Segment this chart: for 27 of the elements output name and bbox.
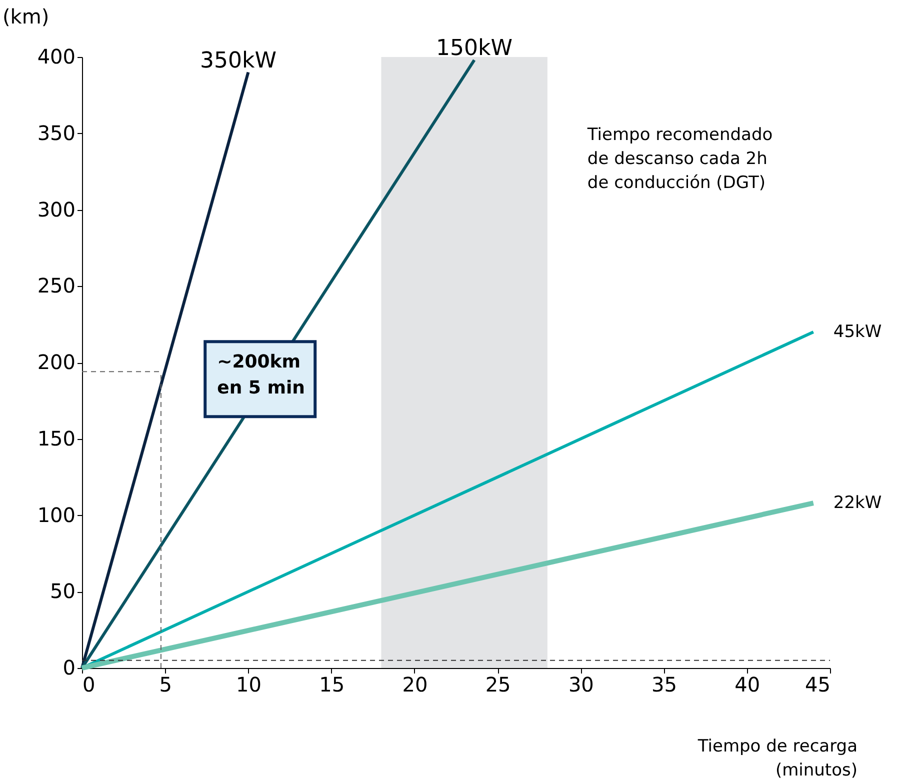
annotation: ~200km en 5 min [217, 352, 305, 399]
series-label: 150kW [436, 36, 513, 62]
x-tick-label: 10 [236, 672, 262, 696]
x-tick-label: 15 [319, 672, 345, 696]
x-tick-label: 30 [568, 672, 594, 696]
x-tick-label: 40 [734, 672, 760, 696]
y-tick-label: 250 [37, 274, 76, 298]
x-tick-label: 45 [805, 672, 830, 696]
y-tick-label: 300 [37, 197, 76, 222]
series-label: 45kW [833, 322, 882, 342]
y-tick-label: 150 [37, 426, 76, 450]
x-tick-label: 35 [652, 672, 678, 696]
y-tick-label: 0 [62, 656, 76, 680]
y-tick-label: 400 [37, 44, 76, 68]
y-tick-label: 50 [50, 579, 76, 604]
x-tick-label: 5 [159, 672, 172, 696]
series-label: 22kW [833, 493, 882, 514]
y-axis-title: (km) [2, 4, 50, 28]
series-label: 350kW [200, 48, 277, 74]
x-tick-label: 25 [485, 672, 511, 696]
y-tick-label: 350 [37, 120, 76, 145]
x-tick-label: 20 [402, 672, 428, 696]
y-tick-label: 200 [37, 350, 76, 374]
band-label: Tiempo recomendado de descanso cada 2h de conducción (DGT) [586, 125, 773, 193]
y-tick-label: 100 [37, 502, 76, 527]
x-axis-title: Tiempo de recarga (minutos) [696, 736, 858, 779]
x-tick-label: 0 [82, 672, 96, 696]
